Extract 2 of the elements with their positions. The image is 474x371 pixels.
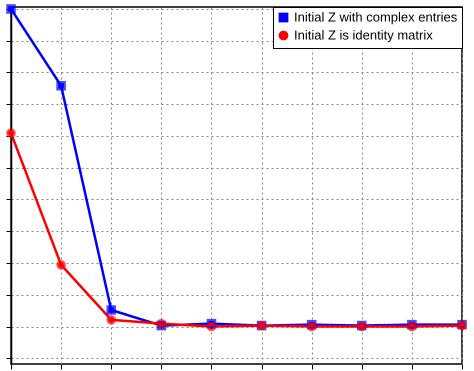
legend-label: Initial Z with complex entries: [294, 10, 458, 24]
legend-label: Initial Z is identity matrix: [294, 28, 434, 42]
